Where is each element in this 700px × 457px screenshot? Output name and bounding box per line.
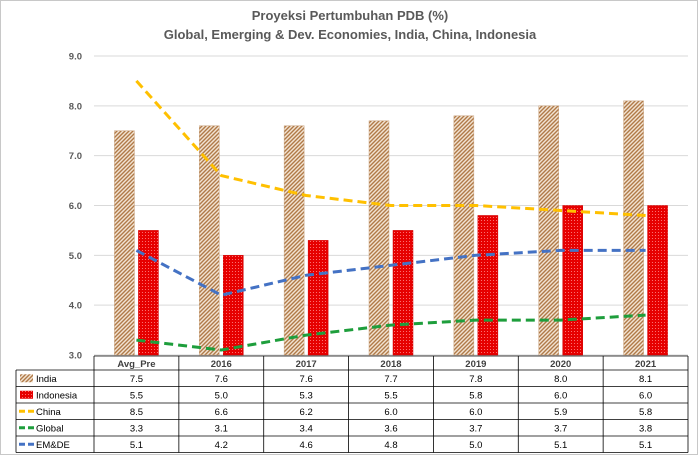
data-label: 5.0: [469, 440, 482, 451]
data-label: 3.8: [639, 423, 652, 434]
data-label: 4.2: [215, 440, 228, 451]
data-label: 5.1: [130, 440, 143, 451]
data-label: 3.7: [554, 423, 567, 434]
data-table: Avg_Pre 2016 2017 2018 2019 2020 2021 India 7.5 7…: [15, 355, 689, 453]
data-label: 4.6: [300, 440, 313, 451]
category-label: 2019: [465, 359, 486, 370]
data-label: 6.0: [639, 390, 652, 401]
category-label: 2020: [550, 359, 571, 370]
bar-india: [538, 105, 559, 356]
y-tick-label: 9.0: [69, 52, 82, 63]
data-label: 5.0: [215, 390, 228, 401]
y-tick-label: 5.0: [69, 251, 82, 262]
line-china: [135, 79, 646, 217]
bar-indonesia: [392, 230, 414, 356]
bar-indonesia: [307, 240, 329, 356]
data-label: 7.6: [215, 374, 228, 385]
data-label: 7.5: [130, 374, 143, 385]
category-label: Avg_Pre: [117, 359, 155, 370]
bar-indonesia: [477, 215, 499, 356]
data-label: 7.7: [384, 374, 397, 385]
data-label: 8.0: [554, 374, 567, 385]
data-label: 6.2: [300, 407, 313, 418]
bar-india: [368, 120, 390, 356]
category-label: 2016: [211, 359, 232, 370]
data-label: 5.3: [300, 390, 313, 401]
legend-label: China: [36, 407, 62, 418]
data-label: 4.8: [384, 440, 397, 451]
data-label: 5.5: [130, 390, 143, 401]
data-label: 5.1: [639, 440, 652, 451]
bar-india: [623, 100, 644, 356]
legend-label: India: [36, 374, 57, 385]
bars: [114, 100, 668, 356]
line-emde: [135, 248, 646, 297]
y-tick-label: 7.0: [69, 151, 82, 162]
y-tick-label: 4.0: [69, 301, 82, 312]
data-label: 3.7: [469, 423, 482, 434]
gridlines: [94, 55, 688, 356]
data-label: 3.3: [130, 423, 143, 434]
line-global: [136, 313, 646, 352]
data-label: 7.6: [300, 374, 313, 385]
lines: [135, 79, 646, 352]
data-label: 6.0: [554, 390, 567, 401]
y-tick-label: 6.0: [69, 201, 82, 212]
data-label: 5.8: [639, 407, 652, 418]
data-label: 6.0: [469, 407, 482, 418]
bar-indonesia: [562, 205, 583, 356]
y-axis: 3.0 4.0 5.0 6.0 7.0 8.0 9.0: [69, 52, 82, 362]
chart-title: Proyeksi Pertumbuhan PDB (%): [252, 8, 449, 23]
data-label: 6.0: [384, 407, 397, 418]
legend-label: EM&DE: [36, 440, 70, 451]
category-label: 2018: [380, 359, 401, 370]
bar-india: [114, 130, 135, 356]
y-tick-label: 3.0: [69, 351, 82, 362]
data-label: 6.6: [215, 407, 228, 418]
data-label: 3.1: [215, 423, 228, 434]
data-label: 7.8: [469, 374, 482, 385]
y-tick-label: 8.0: [69, 101, 82, 112]
legend-swatch-indonesia: [20, 390, 33, 399]
data-label: 3.6: [384, 423, 397, 434]
data-label: 5.9: [554, 407, 567, 418]
legend-swatch-india: [20, 374, 33, 383]
legend-label: Indonesia: [36, 390, 78, 401]
data-label: 8.1: [639, 374, 652, 385]
data-label: 3.4: [300, 423, 313, 434]
legend-label: Global: [36, 423, 63, 434]
bar-indonesia: [223, 255, 244, 356]
bar-indonesia: [138, 230, 159, 356]
bar-india: [283, 125, 305, 356]
chart-subtitle: Global, Emerging & Dev. Economies, India…: [164, 27, 537, 42]
data-label: 5.5: [384, 390, 397, 401]
data-label: 5.1: [554, 440, 567, 451]
data-label: 5.8: [469, 390, 482, 401]
bar-india: [453, 115, 475, 356]
data-label: 8.5: [130, 407, 143, 418]
category-label: 2017: [296, 359, 317, 370]
bar-indonesia: [647, 205, 668, 356]
category-label: 2021: [635, 359, 657, 370]
bar-india: [199, 125, 220, 356]
